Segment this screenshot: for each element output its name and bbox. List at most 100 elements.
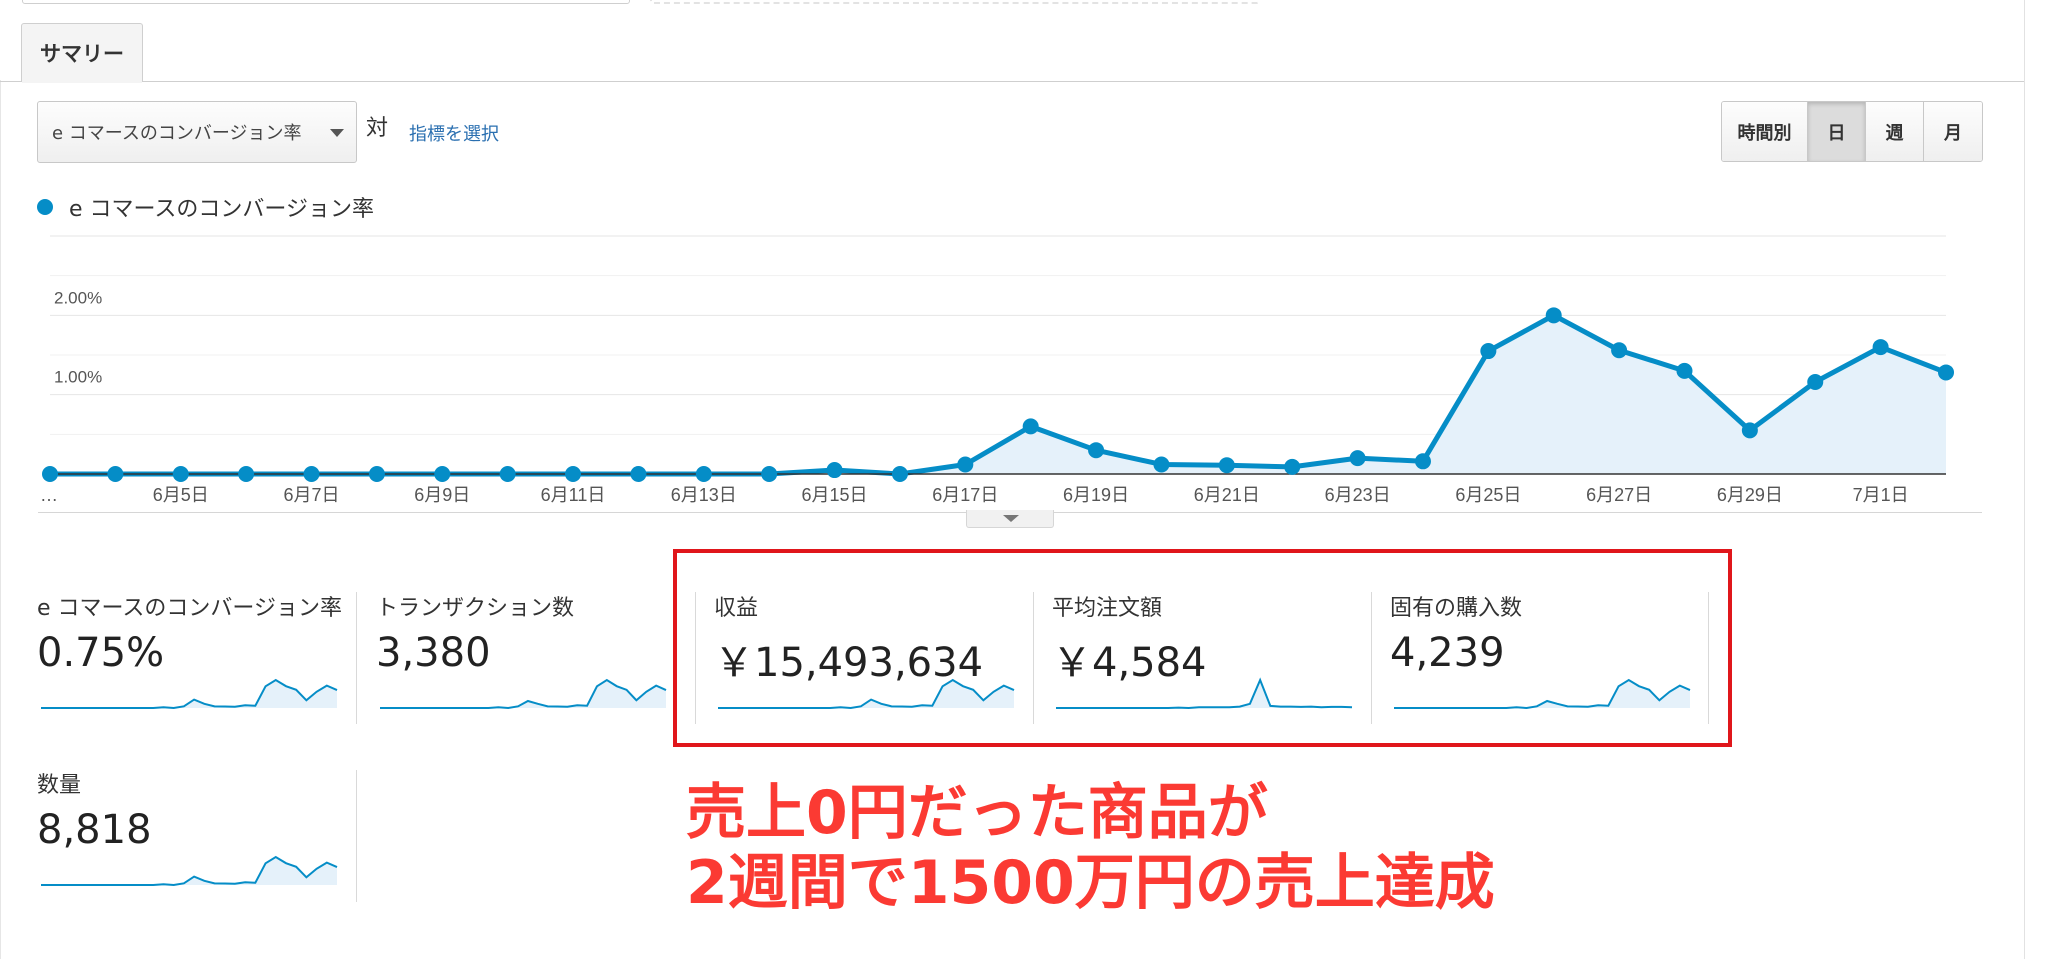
sparkline-line bbox=[1394, 678, 1691, 710]
scorecard-transactions[interactable]: トランザクション数 3,380 bbox=[376, 590, 694, 710]
data-point[interactable] bbox=[1088, 442, 1105, 459]
data-point[interactable] bbox=[891, 466, 908, 482]
scorecard-conversion-rate[interactable]: e コマースのコンバージョン率 0.75% bbox=[37, 590, 355, 710]
data-point[interactable] bbox=[1611, 342, 1628, 359]
scorecard-value: 0.75% bbox=[37, 630, 165, 676]
data-point[interactable] bbox=[630, 466, 647, 482]
scorecard-revenue[interactable]: 収益 ￥15,493,634 bbox=[714, 590, 1032, 710]
data-point[interactable] bbox=[1218, 457, 1235, 474]
data-point[interactable] bbox=[957, 456, 974, 473]
scorecard-divider bbox=[1371, 592, 1372, 724]
sparkline bbox=[41, 855, 338, 887]
sparkline bbox=[1056, 677, 1353, 710]
sparkline-line bbox=[41, 678, 338, 710]
sparkline-area bbox=[1394, 680, 1690, 708]
scorecard-quantity[interactable]: 数量 8,818 bbox=[37, 767, 355, 887]
x-tick-label: 6月15日 bbox=[802, 485, 868, 505]
data-point[interactable] bbox=[1545, 307, 1562, 324]
scorecard-label: トランザクション数 bbox=[376, 596, 575, 621]
tab-active-gap bbox=[22, 80, 142, 83]
data-point[interactable] bbox=[172, 466, 189, 482]
x-tick-label: 6月7日 bbox=[284, 485, 340, 505]
annotation-line-1: 売上0円だった商品が bbox=[686, 778, 1268, 848]
sparkline bbox=[718, 678, 1015, 710]
select-metric-link[interactable]: 指標を選択 bbox=[409, 124, 499, 145]
x-tick-label: 6月5日 bbox=[153, 485, 209, 505]
data-point[interactable] bbox=[1153, 456, 1170, 473]
scorecard-avg-order-value[interactable]: 平均注文額 ￥4,584 bbox=[1052, 590, 1370, 710]
x-tick-label: 6月17日 bbox=[932, 485, 998, 505]
data-point[interactable] bbox=[695, 466, 712, 482]
scorecard-value: ￥15,493,634 bbox=[714, 640, 984, 686]
data-point[interactable] bbox=[826, 462, 843, 479]
data-point[interactable] bbox=[1676, 362, 1693, 379]
scorecard-divider bbox=[1708, 592, 1709, 724]
sparkline bbox=[380, 678, 667, 710]
granularity-month-button[interactable]: 月 bbox=[1924, 102, 1982, 161]
tab-bar-line bbox=[0, 81, 2024, 82]
x-tick-label: 6月23日 bbox=[1325, 485, 1391, 505]
scorecard-label: 固有の購入数 bbox=[1390, 596, 1523, 621]
metric-select[interactable]: e コマースのコンバージョン率 bbox=[37, 101, 357, 163]
sparkline-area bbox=[380, 680, 666, 708]
data-point[interactable] bbox=[761, 466, 778, 482]
y-tick-label: 2.00% bbox=[54, 288, 102, 307]
line-chart: 3.00% 2.00% 1.00% … 6月5日 6月7日 6月9日 6月11日 6月13日 6月… bbox=[0, 225, 2048, 525]
metric-select-value: e コマースのコンバージョン率 bbox=[52, 123, 302, 144]
data-point[interactable] bbox=[1284, 458, 1301, 475]
granularity-week-button[interactable]: 週 bbox=[1866, 102, 1924, 161]
granularity-toggle: 時間別 日 週 月 bbox=[1721, 101, 1983, 162]
legend-marker bbox=[37, 199, 53, 215]
scorecard-value: 8,818 bbox=[37, 807, 152, 853]
collapse-chart-handle[interactable] bbox=[966, 510, 1054, 528]
y-tick-label: 1.00% bbox=[54, 368, 102, 387]
vs-label: 対 bbox=[366, 116, 389, 141]
data-point[interactable] bbox=[107, 466, 124, 482]
scorecard-label: 収益 bbox=[714, 596, 759, 621]
data-point[interactable] bbox=[1872, 339, 1889, 356]
tab-summary[interactable]: サマリー bbox=[21, 23, 143, 82]
sparkline-area bbox=[718, 680, 1014, 708]
sparkline bbox=[41, 678, 338, 710]
data-point[interactable] bbox=[1938, 364, 1954, 381]
date-range-field[interactable] bbox=[22, 0, 630, 4]
annotation-text: 売上0円だった商品が 2週間で1500万円の売上達成 bbox=[686, 778, 1495, 918]
data-point[interactable] bbox=[42, 466, 58, 482]
x-tick-label: 6月29日 bbox=[1717, 485, 1783, 505]
scorecard-divider bbox=[356, 770, 357, 902]
data-point[interactable] bbox=[1807, 373, 1824, 390]
legend-label: e コマースのコンバージョン率 bbox=[69, 197, 374, 222]
chevron-down-icon bbox=[330, 129, 344, 137]
data-point[interactable] bbox=[499, 466, 516, 482]
scorecard-value: 4,239 bbox=[1390, 630, 1505, 676]
sparkline-line bbox=[380, 678, 667, 710]
sparkline bbox=[1394, 678, 1691, 710]
chart-svg: 3.00% 2.00% 1.00% … 6月5日 6月7日 6月9日 6月11日 6月13日 6月… bbox=[40, 225, 1954, 505]
data-point[interactable] bbox=[1741, 422, 1758, 439]
scorecard-unique-purchases[interactable]: 固有の購入数 4,239 bbox=[1390, 590, 1708, 710]
data-point[interactable] bbox=[1480, 343, 1497, 360]
x-tick-label: 6月11日 bbox=[541, 485, 606, 505]
granularity-hourly-button[interactable]: 時間別 bbox=[1722, 102, 1808, 161]
data-point[interactable] bbox=[238, 466, 255, 482]
x-tick-label: 7月1日 bbox=[1853, 485, 1909, 505]
compare-dropzone bbox=[650, 0, 1260, 4]
data-point[interactable] bbox=[1022, 418, 1039, 435]
data-point[interactable] bbox=[565, 466, 582, 482]
data-point[interactable] bbox=[303, 466, 320, 482]
granularity-day-button[interactable]: 日 bbox=[1808, 102, 1866, 161]
scorecard-label: e コマースのコンバージョン率 bbox=[37, 596, 342, 621]
sparkline-area bbox=[41, 857, 337, 885]
x-tick-label: 6月25日 bbox=[1455, 485, 1521, 505]
x-tick-label: 6月13日 bbox=[671, 485, 737, 505]
sparkline-area bbox=[41, 680, 337, 708]
data-point[interactable] bbox=[1349, 450, 1366, 467]
x-tick-label: … bbox=[40, 485, 58, 505]
data-point[interactable] bbox=[368, 466, 385, 482]
panel-border-left bbox=[0, 80, 1, 959]
series-area bbox=[50, 315, 1946, 474]
data-point[interactable] bbox=[1414, 453, 1431, 470]
data-point[interactable] bbox=[434, 466, 451, 482]
sparkline-line bbox=[41, 855, 338, 887]
x-tick-label: 6月9日 bbox=[414, 485, 470, 505]
